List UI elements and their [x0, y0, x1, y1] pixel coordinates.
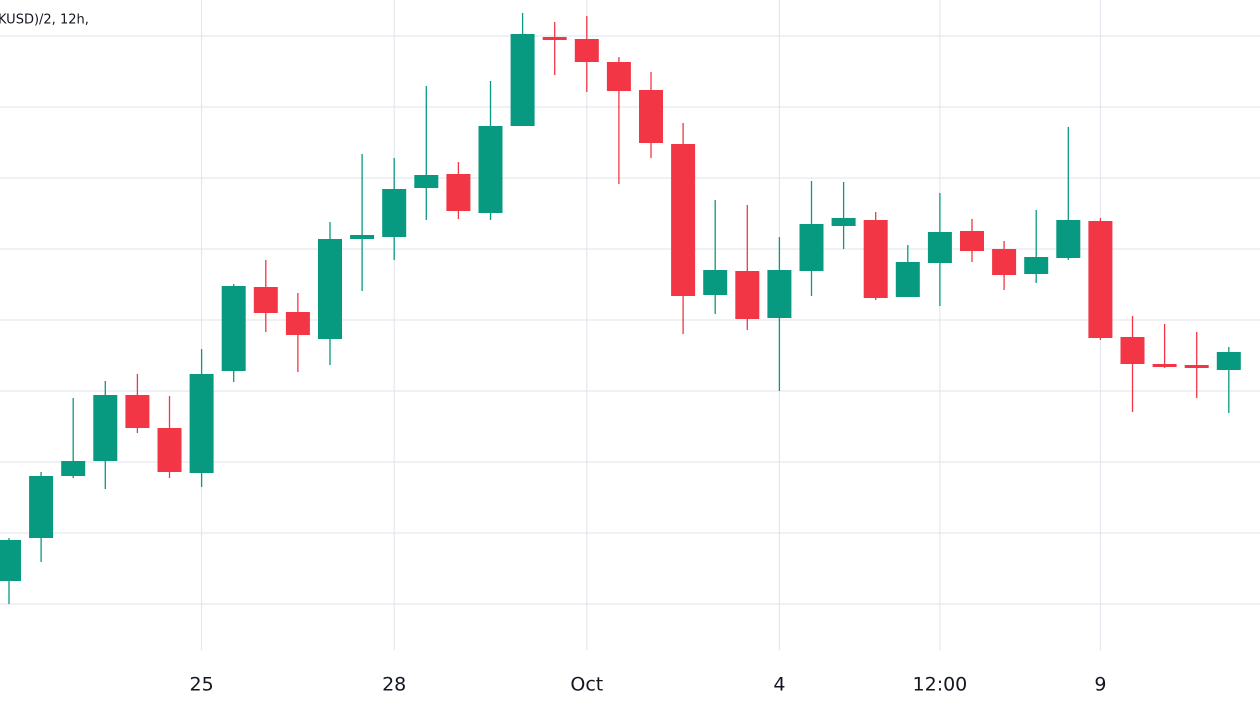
candle-body	[350, 235, 375, 239]
candle-body	[927, 232, 952, 263]
x-tick-label: Oct	[570, 674, 603, 696]
candle-body	[414, 175, 439, 188]
candle-body	[1056, 220, 1081, 258]
candle-body	[1024, 257, 1049, 274]
x-tick-label: 25	[190, 674, 214, 696]
candle-body	[735, 271, 760, 319]
candle-body	[606, 62, 631, 91]
chart-title: KUSD)/2, 12h,	[0, 13, 89, 28]
x-tick-label: 9	[1094, 674, 1106, 696]
candle-body	[1184, 365, 1209, 368]
candle-body	[318, 239, 342, 339]
candle-body	[253, 287, 278, 313]
candle-body	[542, 37, 567, 40]
candle-body	[1216, 352, 1241, 370]
candle-body	[639, 90, 663, 143]
candle-body	[446, 174, 471, 211]
candle-body	[29, 476, 54, 538]
x-tick-label: 12:00	[913, 674, 968, 696]
candle-body	[960, 231, 984, 251]
candle-body	[799, 224, 824, 271]
candle-body	[478, 126, 503, 213]
candle-body	[831, 218, 856, 226]
candle-body	[1120, 337, 1145, 364]
candle-body	[703, 270, 728, 295]
candle-body	[0, 540, 21, 581]
candle-body	[125, 395, 150, 428]
candle-body	[1088, 221, 1113, 338]
candle-body	[992, 249, 1017, 275]
candle-body	[767, 270, 792, 318]
candle-body	[1152, 364, 1177, 367]
candle-body	[221, 286, 246, 371]
candle-body	[93, 395, 118, 461]
candle-body	[61, 461, 86, 476]
candle-body	[895, 262, 920, 297]
candle-body	[285, 312, 310, 335]
candle-body	[671, 144, 696, 296]
candle-body	[574, 39, 599, 62]
candle-body	[382, 189, 407, 237]
candle-body	[189, 374, 214, 473]
candle-body	[863, 220, 888, 298]
candle-body	[510, 34, 535, 126]
candle-body	[157, 428, 182, 472]
x-tick-label: 4	[773, 674, 785, 696]
x-tick-label: 28	[382, 674, 406, 696]
